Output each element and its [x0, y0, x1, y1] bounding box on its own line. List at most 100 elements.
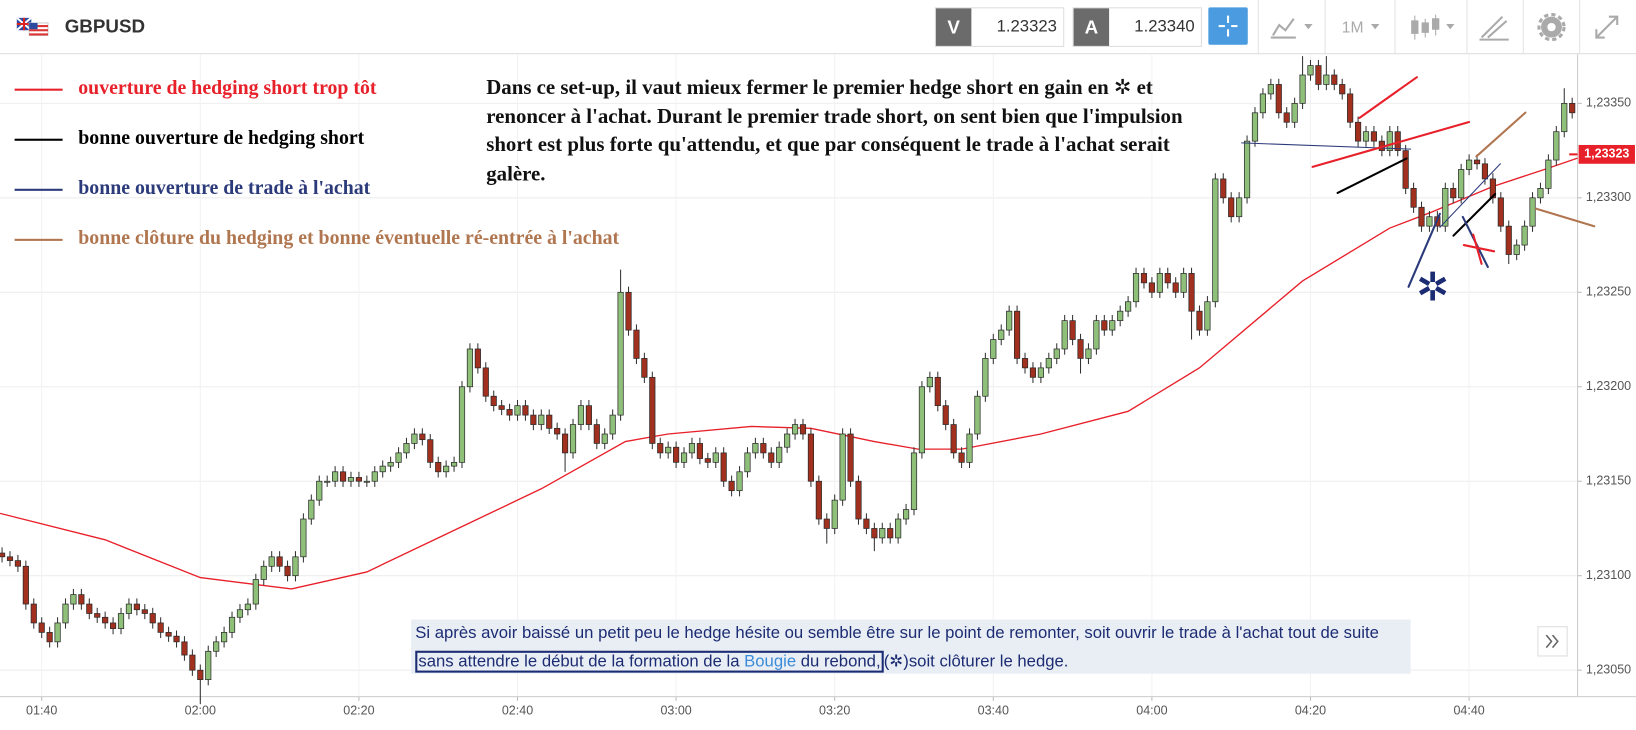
candle-body [1291, 102, 1298, 123]
candle-body [934, 376, 941, 407]
candle-body [1347, 93, 1354, 123]
bottom-note-text: du rebond, [796, 652, 881, 671]
drawn-annotations: ✲ [1241, 76, 1596, 310]
candle-body [982, 358, 989, 397]
candle-body [1362, 131, 1370, 142]
candle-body [728, 480, 735, 492]
candle-body [1442, 188, 1449, 227]
candle-body [1473, 159, 1481, 165]
annotation-line [1241, 142, 1412, 150]
candle-body [1354, 121, 1362, 142]
legend-swatch [14, 138, 63, 141]
candle-body [14, 560, 21, 567]
candle-body [1521, 225, 1528, 246]
candle-body [926, 376, 933, 388]
candle-body [133, 603, 140, 611]
legend-label: ouverture de hedging short trop tôt [78, 77, 377, 100]
candle-body [1093, 320, 1100, 350]
settings-button[interactable] [1537, 13, 1566, 42]
ask-box[interactable]: A 1.23340 [1072, 7, 1202, 47]
candle-body [1370, 131, 1378, 142]
candle-body [205, 650, 212, 680]
current-price-label: 1,23323 [1584, 147, 1629, 161]
bid-box[interactable]: V 1.23323 [934, 7, 1065, 47]
candle-body [665, 446, 672, 454]
candle-body [1458, 169, 1465, 199]
candle-body [1188, 273, 1195, 312]
legend-label: bonne ouverture de trade à l'achat [78, 177, 371, 200]
candle-body [1513, 244, 1520, 255]
candle-body [902, 509, 910, 520]
candle-body [387, 461, 394, 467]
x-tick-label: 04:20 [1295, 704, 1326, 718]
fullscreen-button[interactable] [1595, 15, 1619, 39]
candle-body [1450, 188, 1457, 199]
candle-body [1125, 301, 1132, 312]
bid-value: 1.23323 [996, 17, 1057, 36]
x-tick-label: 02:00 [185, 704, 216, 718]
candle-body [403, 443, 410, 454]
legend-label: bonne ouverture de hedging short [78, 127, 365, 150]
candle-body [62, 603, 69, 624]
draw-button[interactable] [1479, 15, 1509, 41]
candle-body [443, 465, 450, 473]
candle-body [514, 405, 521, 416]
candle-body [419, 433, 426, 441]
candle-body [1267, 84, 1274, 95]
candle-body [633, 329, 640, 359]
scroll-button[interactable] [1537, 626, 1568, 657]
candle-body [807, 433, 814, 482]
candle-body [974, 395, 981, 435]
candle-body [1418, 206, 1425, 227]
candle-body [474, 348, 481, 369]
candle-body [554, 427, 561, 435]
crosshair-button[interactable] [1208, 7, 1248, 45]
candle-body [458, 386, 466, 463]
candle-body [958, 452, 965, 463]
legend-label: bonne clôture du hedging et bonne éventu… [78, 227, 620, 250]
candle-body [918, 386, 926, 454]
candle-body [30, 603, 37, 624]
candle-body [1037, 367, 1044, 378]
candle-body [673, 446, 680, 463]
candle-body [641, 358, 648, 378]
candle-body [324, 480, 331, 483]
candle-body [688, 443, 696, 454]
candle-body [784, 433, 791, 448]
note: Dans ce set-up, il vaut mieux fermer le … [486, 73, 1206, 189]
candle-body [760, 443, 767, 454]
ask-value: 1.23340 [1134, 17, 1195, 36]
candle-body [712, 452, 719, 463]
candle-body [300, 518, 307, 558]
candle-body [189, 654, 196, 671]
annotation-line [1534, 207, 1596, 228]
candle-body [577, 405, 585, 425]
candle-body [617, 291, 624, 416]
timeframe-caret [1370, 23, 1380, 30]
candle-body [1323, 74, 1330, 85]
candle-body [157, 622, 164, 633]
chart-type-button[interactable] [1270, 18, 1313, 39]
candle-style-button[interactable] [1411, 14, 1455, 40]
bottom-note-text: (✲)soit clôturer le hedge. [883, 652, 1069, 671]
candle-body [1339, 84, 1346, 95]
candle-body [1045, 358, 1052, 369]
candle-body [6, 556, 14, 561]
candle-body [1220, 178, 1227, 199]
y-tick-label: 1,23350 [1586, 96, 1631, 110]
candle-body [649, 376, 656, 444]
candle-body [1117, 310, 1124, 322]
candle-body [1006, 310, 1013, 331]
candle-body [221, 632, 228, 643]
candle-body [1331, 74, 1338, 85]
candle-body [427, 439, 434, 463]
candle-body [1386, 131, 1393, 151]
annotation-line [1439, 163, 1501, 228]
candle-body [530, 414, 537, 425]
y-tick-label: 1,23300 [1586, 190, 1631, 204]
candle-body [998, 329, 1005, 340]
timeframe[interactable]: 1M [1342, 19, 1364, 36]
y-tick-label: 1,23100 [1586, 568, 1631, 582]
candle-body [823, 518, 830, 529]
